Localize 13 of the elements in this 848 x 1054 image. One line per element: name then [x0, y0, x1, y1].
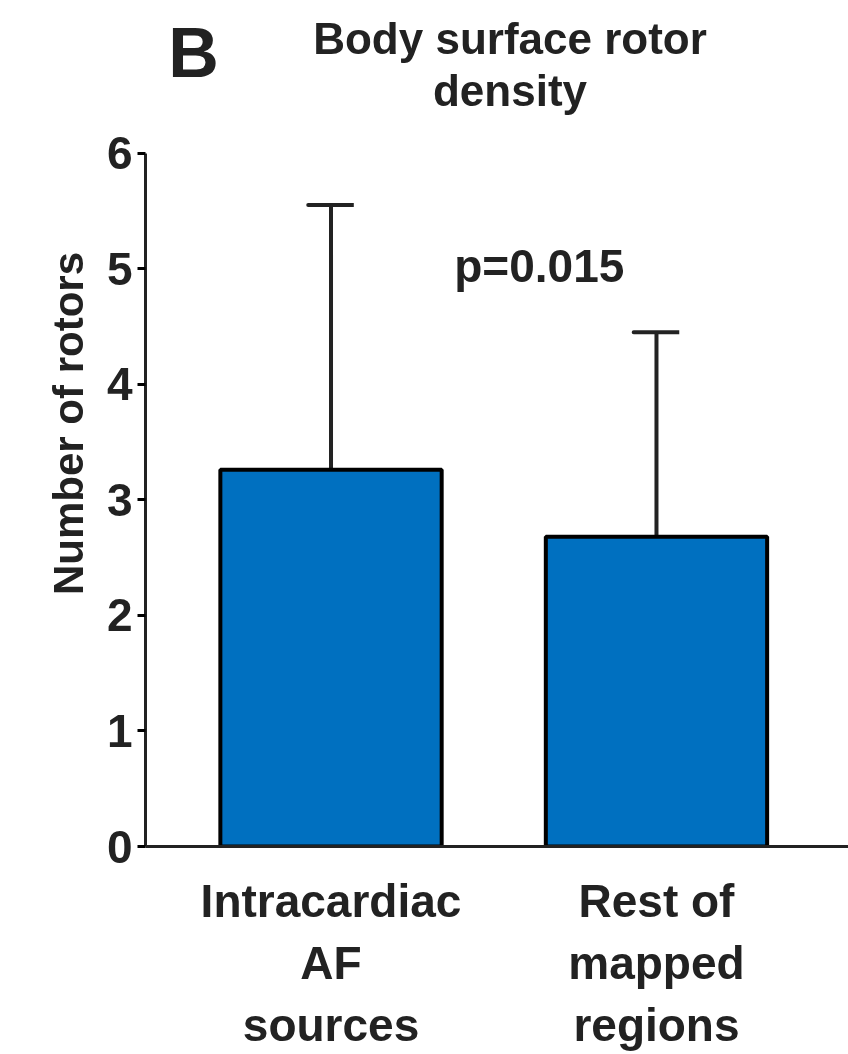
- text: B: [168, 14, 219, 93]
- y-tick-label: 1: [106, 704, 133, 757]
- y-tick-label: 3: [106, 473, 133, 526]
- y-tick-label: 0: [106, 820, 133, 873]
- y-tick-label: 4: [106, 358, 133, 411]
- y-axis-title: Number of rotors: [44, 251, 92, 596]
- y-tick-label: 6: [106, 127, 133, 180]
- chart-title: Body surface rotor density: [313, 14, 707, 115]
- y-tick-label: 5: [106, 242, 133, 295]
- annotation: p=0.015: [454, 239, 625, 292]
- x-tick-label: Intracardiac AF sources: [200, 874, 462, 1052]
- x-tick-label: Rest of mapped regions: [568, 874, 745, 1052]
- y-tick-label: 2: [106, 589, 133, 642]
